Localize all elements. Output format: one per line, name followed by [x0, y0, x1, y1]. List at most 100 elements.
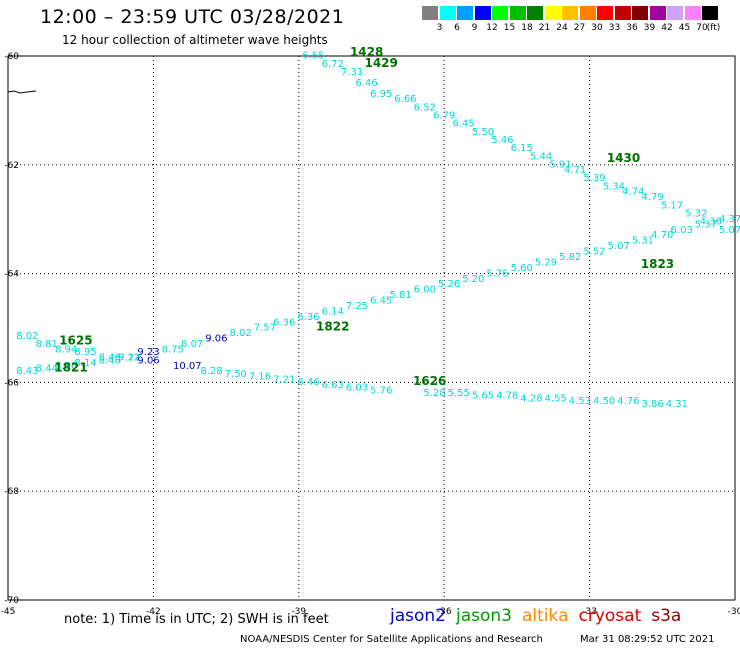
coastline-fragment	[7, 90, 37, 94]
wave-height-value: 8.02	[16, 331, 38, 342]
wave-height-value: 7.57	[254, 323, 276, 334]
wave-height-value: 9.06	[137, 355, 159, 366]
y-tick-label: -64	[4, 270, 19, 280]
pass-time-label: 1625	[59, 333, 92, 347]
satellite-jason3: jason3	[456, 606, 512, 626]
footer-note: note: 1) Time is in UTC; 2) SWH is in fe…	[64, 612, 329, 627]
scale-label: 3	[436, 23, 443, 33]
scale-swatch	[439, 6, 456, 20]
satellite-altika: altika	[522, 606, 569, 626]
scale-label: 36	[626, 23, 638, 33]
wave-height-value: 3.86	[641, 399, 663, 410]
satellite-cryosat: cryosat	[578, 606, 642, 626]
scale-swatch	[702, 6, 718, 20]
x-tick-label: -30	[728, 607, 740, 617]
scale-label: 39	[643, 23, 656, 33]
scale-label: 24	[556, 23, 568, 33]
scale-swatch	[474, 6, 491, 20]
satellite-legend: jason2 jason3 altika cryosat s3a	[390, 606, 691, 626]
wave-height-value: 8.81	[36, 339, 58, 350]
scale-swatch	[492, 6, 508, 20]
satellite-s3a: s3a	[651, 606, 682, 626]
chart-subtitle: 12 hour collection of altimeter wave hei…	[62, 33, 328, 47]
x-tick-label: -42	[146, 607, 161, 617]
wave-height-value: 8.86	[55, 361, 77, 372]
wave-height-value: 5.17	[661, 200, 683, 211]
wave-height-value: 8.02	[230, 328, 252, 339]
scale-swatch	[632, 6, 648, 20]
wave-height-value: 6.03	[671, 225, 693, 236]
wave-height-value: 6.36	[273, 317, 295, 328]
scale-swatch	[597, 6, 613, 20]
wave-height-value: 8.28	[200, 366, 222, 377]
wave-height-value: 6.52	[414, 102, 436, 113]
wave-height-value: 5.76	[486, 268, 508, 279]
pass-time-label: 1626	[413, 374, 446, 388]
scale-label: 42	[661, 23, 673, 33]
wave-height-value: 5.52	[583, 247, 605, 258]
scale-label: 21	[538, 23, 551, 33]
pass-time-label: 1428	[350, 45, 383, 59]
scale-label: 12	[486, 23, 498, 33]
pass-time-label: 1823	[641, 257, 674, 271]
scale-swatch	[527, 6, 543, 20]
wave-height-value: 5.39	[583, 173, 605, 184]
credit-text: NOAA/NESDIS Center for Satellite Applica…	[240, 634, 543, 645]
scale-swatch	[614, 6, 631, 20]
scale-label: 18	[521, 23, 533, 33]
wave-height-value: 8.75	[162, 344, 184, 355]
scale-label: 6	[454, 23, 460, 33]
scale-swatch	[422, 6, 438, 20]
wave-height-value: 4.78	[496, 391, 518, 402]
wave-height-value: 8.48	[99, 355, 121, 366]
scale-swatch	[562, 6, 578, 20]
wave-height-value: 6.72	[322, 59, 344, 70]
pass-time-label: 1430	[607, 151, 640, 165]
scale-swatch	[509, 6, 526, 20]
wave-height-value: 4.70	[651, 230, 673, 241]
wave-height-value: 5.50	[472, 127, 494, 138]
wave-height-value: 5.29	[535, 257, 557, 268]
y-tick-label: -62	[4, 161, 19, 171]
y-tick-label: -66	[4, 378, 19, 388]
wave-height-value: 5.20	[462, 274, 484, 285]
wave-height-value: 5.65	[472, 391, 494, 402]
wave-height-value: 5.76	[370, 385, 392, 396]
scale-swatch	[684, 6, 701, 20]
wave-height-value: 5.26	[438, 279, 460, 290]
wave-height-value: 6.46	[356, 78, 378, 89]
scale-label: 70	[696, 23, 708, 33]
x-tick-label: -45	[1, 607, 16, 617]
wave-height-value: 4.74	[622, 187, 644, 198]
wave-height-value: 9.11	[118, 353, 140, 364]
wave-height-value: 5.07	[608, 241, 630, 252]
scale-swatch	[579, 6, 596, 20]
wave-height-value: 6.66	[394, 94, 416, 105]
wave-height-value: 7.25	[346, 301, 368, 312]
wave-height-value: 6.46	[297, 377, 319, 388]
wave-height-value: 10.07	[173, 361, 202, 372]
wave-height-value: 9.06	[205, 334, 227, 345]
wave-height-value: 4.37	[719, 214, 740, 225]
wave-height-value: 7.21	[273, 374, 295, 385]
scale-label: 45	[678, 23, 691, 33]
wave-height-value: 5.34	[603, 181, 625, 192]
y-tick-label: -60	[4, 52, 19, 62]
wave-height-value: 6.55	[302, 51, 324, 62]
scale-label: 33	[608, 23, 621, 33]
wave-height-value: 8.94	[55, 344, 77, 355]
y-tick-label: -68	[4, 487, 19, 497]
wave-height-value: 7.50	[225, 369, 247, 380]
wave-height-value: 8.07	[181, 339, 203, 350]
wave-height-value: 5.32	[685, 208, 707, 219]
wave-height-value: 6.14	[322, 306, 344, 317]
wave-height-value: 5.07	[719, 225, 740, 236]
scale-label: 15	[503, 23, 516, 33]
wave-height-value: 4.71	[564, 165, 586, 176]
wave-height-value: 4.55	[545, 393, 567, 404]
wave-height-value: 8.44	[36, 364, 58, 375]
wave-height-value: 4.79	[641, 192, 663, 203]
wave-height-value: 5.28	[423, 388, 445, 399]
pass-time-label: 1822	[316, 320, 349, 334]
